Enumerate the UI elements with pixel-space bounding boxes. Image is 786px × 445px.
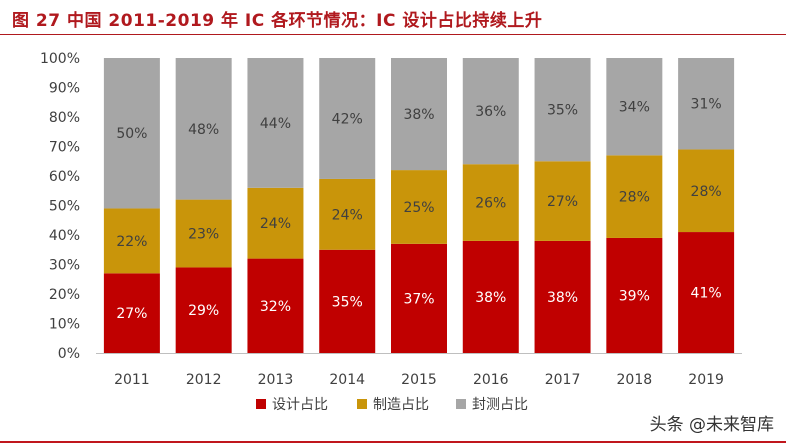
bar-segment — [319, 178, 376, 250]
y-tick-label: 100% — [40, 51, 80, 67]
data-label: 38% — [547, 290, 578, 306]
x-tick-label: 2014 — [329, 372, 365, 388]
data-label: 28% — [691, 184, 722, 200]
legend-swatch — [357, 399, 367, 409]
data-label: 41% — [691, 286, 722, 302]
bar-segment — [175, 267, 232, 353]
legend-label: 设计占比 — [272, 397, 328, 413]
data-label: 31% — [691, 97, 722, 113]
bar-segment — [462, 240, 519, 353]
bar-segment — [391, 58, 447, 171]
x-tick-label: 2018 — [617, 372, 653, 388]
bar-segment — [678, 58, 735, 150]
data-label: 26% — [475, 196, 506, 212]
bar-segment — [175, 58, 232, 200]
bar-segment — [534, 240, 591, 353]
y-tick-label: 10% — [49, 317, 80, 333]
bar-segment — [534, 161, 591, 241]
bar-segment — [103, 273, 160, 353]
y-tick-label: 80% — [49, 110, 80, 126]
data-label: 42% — [332, 111, 363, 127]
bar-segment — [606, 58, 663, 156]
bar-segment — [103, 208, 160, 274]
y-tick-label: 90% — [49, 81, 80, 97]
data-label: 35% — [547, 103, 578, 119]
legend-label: 制造占比 — [373, 397, 429, 413]
title-rule — [0, 34, 786, 35]
data-label: 48% — [188, 122, 219, 138]
bar-segment — [391, 170, 447, 244]
bar-segment — [247, 187, 304, 259]
data-label: 44% — [260, 116, 291, 132]
bar-segment — [175, 199, 232, 268]
data-label: 35% — [332, 294, 363, 310]
x-tick-label: 2016 — [473, 372, 509, 388]
figure-title: 图 27 中国 2011-2019 年 IC 各环节情况：IC 设计占比持续上升 — [12, 11, 543, 31]
y-tick-label: 40% — [49, 228, 80, 244]
data-label: 38% — [475, 290, 506, 306]
data-label: 34% — [619, 100, 650, 116]
y-tick-label: 50% — [49, 199, 80, 215]
bar-segment — [247, 58, 304, 188]
bar-segment — [678, 232, 735, 353]
data-label: 25% — [403, 200, 434, 216]
bar-segment — [534, 58, 591, 162]
x-tick-label: 2013 — [258, 372, 294, 388]
data-label: 22% — [116, 234, 147, 250]
data-label: 23% — [188, 227, 219, 243]
x-tick-label: 2017 — [545, 372, 581, 388]
bar-segment — [391, 243, 447, 353]
data-label: 24% — [260, 216, 291, 232]
x-tick-label: 2012 — [186, 372, 222, 388]
bar-segment — [319, 249, 376, 353]
data-label: 32% — [260, 299, 291, 315]
y-tick-label: 30% — [49, 258, 80, 274]
legend-swatch — [256, 399, 266, 409]
data-label: 24% — [332, 207, 363, 223]
bottom-rule — [0, 441, 786, 443]
data-label: 27% — [116, 306, 147, 322]
bar-segment — [247, 258, 304, 353]
data-label: 36% — [475, 104, 506, 120]
data-label: 37% — [403, 291, 434, 307]
data-label: 27% — [547, 194, 578, 210]
data-label: 38% — [403, 107, 434, 123]
legend-label: 封测占比 — [472, 397, 528, 413]
bar-segment — [462, 58, 519, 165]
bar-segment — [462, 164, 519, 241]
data-label: 39% — [619, 288, 650, 304]
bar-segment — [103, 58, 160, 209]
bar-segment — [319, 58, 376, 179]
x-tick-label: 2015 — [401, 372, 437, 388]
bar-segment — [606, 155, 663, 238]
watermark: 头条 @未来智库 — [649, 415, 774, 435]
y-tick-label: 60% — [49, 169, 80, 185]
x-tick-label: 2011 — [114, 372, 150, 388]
bar-segment — [678, 149, 735, 233]
y-tick-label: 0% — [58, 346, 80, 362]
legend-swatch — [456, 399, 466, 409]
data-label: 28% — [619, 190, 650, 206]
data-label: 29% — [188, 303, 219, 319]
x-tick-label: 2019 — [688, 372, 724, 388]
y-tick-label: 20% — [49, 287, 80, 303]
y-tick-label: 70% — [49, 140, 80, 156]
data-label: 50% — [116, 126, 147, 142]
bar-segment — [606, 237, 663, 353]
